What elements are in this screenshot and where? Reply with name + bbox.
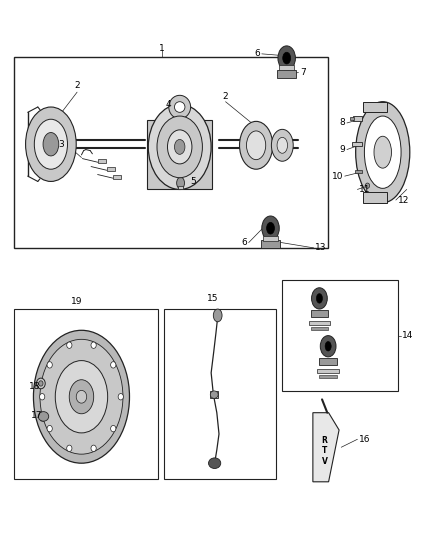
Circle shape bbox=[111, 362, 116, 368]
Circle shape bbox=[111, 425, 116, 432]
Ellipse shape bbox=[177, 177, 184, 189]
Circle shape bbox=[76, 390, 87, 403]
Bar bbox=[363, 102, 387, 112]
Ellipse shape bbox=[316, 294, 322, 303]
Ellipse shape bbox=[311, 288, 327, 309]
Bar bbox=[279, 65, 294, 70]
Circle shape bbox=[118, 393, 124, 400]
Circle shape bbox=[47, 425, 52, 432]
Text: 16: 16 bbox=[359, 435, 370, 444]
Text: 7: 7 bbox=[300, 68, 306, 77]
Ellipse shape bbox=[325, 342, 331, 351]
Bar bbox=[14, 56, 328, 248]
Bar bbox=[178, 185, 183, 189]
Ellipse shape bbox=[262, 216, 279, 240]
Text: 9: 9 bbox=[340, 145, 346, 154]
Ellipse shape bbox=[283, 52, 290, 64]
Ellipse shape bbox=[278, 46, 295, 70]
Ellipse shape bbox=[240, 122, 273, 169]
Text: 11: 11 bbox=[359, 185, 370, 194]
Bar bbox=[98, 159, 106, 164]
Circle shape bbox=[39, 393, 45, 400]
Ellipse shape bbox=[320, 336, 336, 357]
Ellipse shape bbox=[148, 104, 211, 189]
Ellipse shape bbox=[356, 102, 410, 203]
Circle shape bbox=[67, 445, 72, 451]
Ellipse shape bbox=[208, 458, 221, 469]
Text: 6: 6 bbox=[255, 50, 261, 58]
Ellipse shape bbox=[174, 140, 185, 155]
Bar bbox=[261, 240, 280, 248]
Bar bbox=[107, 167, 115, 171]
Ellipse shape bbox=[210, 391, 218, 398]
Bar bbox=[317, 369, 339, 373]
Circle shape bbox=[39, 381, 43, 386]
Ellipse shape bbox=[33, 330, 130, 463]
Bar bbox=[263, 236, 278, 241]
Ellipse shape bbox=[374, 136, 392, 168]
Bar bbox=[113, 175, 121, 179]
Ellipse shape bbox=[43, 133, 59, 156]
Ellipse shape bbox=[277, 138, 288, 154]
Text: 2: 2 bbox=[74, 81, 80, 90]
Text: 13: 13 bbox=[315, 244, 327, 253]
Ellipse shape bbox=[213, 309, 222, 322]
Text: 6: 6 bbox=[242, 238, 247, 247]
Text: 5: 5 bbox=[191, 177, 196, 186]
Bar bbox=[350, 117, 354, 120]
Bar bbox=[210, 391, 218, 398]
Text: 19: 19 bbox=[71, 296, 83, 305]
Ellipse shape bbox=[55, 361, 108, 433]
Bar bbox=[311, 327, 328, 330]
Bar bbox=[353, 116, 362, 122]
Bar bbox=[319, 375, 337, 378]
Circle shape bbox=[91, 445, 96, 451]
Text: 4: 4 bbox=[166, 100, 172, 109]
Ellipse shape bbox=[267, 222, 275, 234]
Ellipse shape bbox=[40, 340, 123, 454]
Ellipse shape bbox=[25, 107, 76, 181]
Text: 15: 15 bbox=[207, 294, 218, 303]
Text: 18: 18 bbox=[28, 382, 40, 391]
Bar bbox=[164, 309, 276, 479]
Bar bbox=[283, 280, 398, 391]
Bar bbox=[14, 309, 158, 479]
Text: 3: 3 bbox=[58, 140, 64, 149]
Text: 14: 14 bbox=[403, 331, 414, 340]
Circle shape bbox=[91, 342, 96, 349]
Text: 12: 12 bbox=[398, 196, 410, 205]
Circle shape bbox=[365, 183, 370, 188]
Circle shape bbox=[47, 362, 52, 368]
Bar bbox=[277, 70, 296, 78]
Ellipse shape bbox=[247, 131, 266, 160]
Bar bbox=[147, 120, 212, 189]
Bar bbox=[363, 192, 387, 203]
Bar bbox=[308, 321, 330, 325]
Ellipse shape bbox=[69, 379, 94, 414]
Text: 2: 2 bbox=[223, 92, 228, 101]
Ellipse shape bbox=[174, 102, 185, 112]
Ellipse shape bbox=[272, 130, 293, 161]
Bar bbox=[311, 310, 328, 317]
Bar bbox=[319, 358, 337, 365]
Ellipse shape bbox=[34, 119, 67, 169]
Ellipse shape bbox=[364, 116, 401, 188]
Text: R
T
V: R T V bbox=[322, 436, 328, 466]
Polygon shape bbox=[313, 413, 339, 482]
Ellipse shape bbox=[157, 116, 202, 177]
Ellipse shape bbox=[38, 411, 49, 421]
Ellipse shape bbox=[167, 130, 192, 164]
Text: 8: 8 bbox=[340, 118, 346, 127]
Ellipse shape bbox=[169, 95, 191, 119]
Text: 10: 10 bbox=[332, 172, 343, 181]
Text: 17: 17 bbox=[31, 411, 42, 420]
Bar bbox=[355, 170, 362, 173]
Circle shape bbox=[67, 342, 72, 349]
Text: 1: 1 bbox=[159, 44, 164, 53]
Circle shape bbox=[36, 378, 45, 389]
Bar bbox=[352, 142, 362, 146]
